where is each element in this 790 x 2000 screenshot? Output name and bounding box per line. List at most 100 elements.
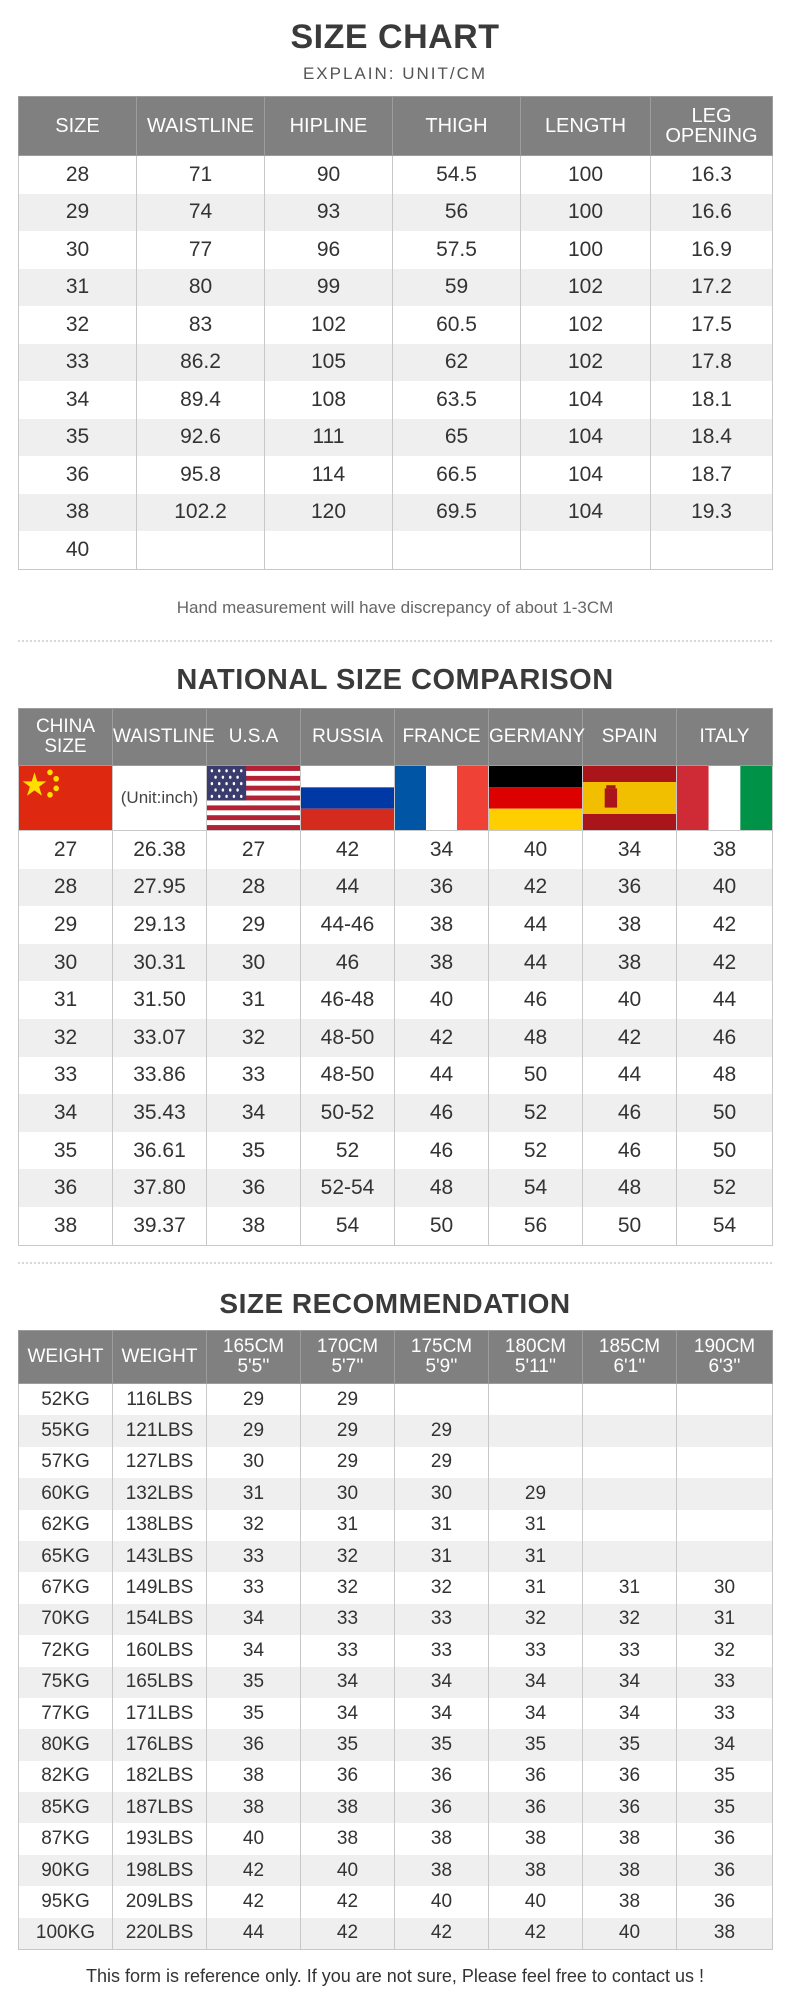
- table-row: 33 33.86 33 48-50 44 50 44 48: [18, 1056, 773, 1095]
- table-cell: 93: [264, 193, 393, 231]
- table-row: 36 95.8 114 66.5 104 18.7: [18, 456, 773, 494]
- table-cell: 40: [676, 868, 773, 907]
- table-cell: 34: [676, 1729, 773, 1761]
- table-cell: 60KG: [18, 1478, 113, 1510]
- table-cell: 27.95: [112, 868, 207, 907]
- table-cell: 35: [206, 1697, 301, 1730]
- table-cell: 30: [676, 1572, 773, 1604]
- table-cell: 30: [18, 943, 113, 982]
- table-cell: 138LBS: [112, 1509, 207, 1541]
- table-cell: 52: [676, 1169, 773, 1207]
- table-cell: 50: [582, 1206, 677, 1246]
- table-cell: 46: [394, 1131, 489, 1170]
- table-cell: 36: [488, 1760, 583, 1793]
- table-cell: 62: [392, 343, 521, 381]
- table-cell: 38: [582, 906, 677, 944]
- table-cell: 46-48: [300, 981, 395, 1019]
- spain-flag-cell: [582, 765, 677, 831]
- table-cell: 50: [394, 1206, 489, 1246]
- table-header: RUSSIA: [300, 708, 395, 766]
- table-cell: 35: [676, 1792, 773, 1824]
- table-cell: 29: [394, 1415, 489, 1447]
- table-cell: 34: [394, 1666, 489, 1698]
- table-cell: [582, 1478, 677, 1510]
- table-cell: 31: [582, 1572, 677, 1604]
- table-cell: 198LBS: [112, 1854, 207, 1887]
- table-cell: 48: [394, 1169, 489, 1207]
- table-cell: 31: [300, 1509, 395, 1541]
- table-cell: 42: [676, 943, 773, 982]
- table-cell: 34: [206, 1635, 301, 1667]
- table-cell: 33: [394, 1603, 489, 1636]
- table-cell: 57KG: [18, 1446, 113, 1479]
- flag-row: (Unit:inch): [18, 765, 773, 831]
- table-cell: [650, 531, 773, 570]
- table-cell: 32: [488, 1603, 583, 1636]
- table-cell: 38: [676, 830, 773, 869]
- header-line: WAISTLINE: [113, 726, 215, 748]
- table-row: 30 77 96 57.5 100 16.9: [18, 231, 773, 269]
- table-cell: 100KG: [18, 1917, 113, 1951]
- table-cell: 209LBS: [112, 1886, 207, 1918]
- size-chart-header: THIGH: [392, 96, 521, 156]
- table-cell: 36: [676, 1823, 773, 1855]
- table-cell: 62KG: [18, 1509, 113, 1541]
- table-cell: 31.50: [112, 981, 207, 1019]
- table-cell: 38: [582, 1886, 677, 1918]
- table-cell: [676, 1415, 773, 1447]
- recommendation-header-row: WEIGHT WEIGHT 165CM 5'5'' 170CM 5'7'' 175CM 5'9…: [18, 1330, 773, 1384]
- table-cell: 36: [394, 1792, 489, 1824]
- germany-flag-icon: [489, 766, 582, 830]
- table-cell: 32: [394, 1572, 489, 1604]
- table-cell: 143LBS: [112, 1540, 207, 1573]
- table-cell: 36: [394, 868, 489, 907]
- unit-label: (Unit:inch): [112, 765, 207, 831]
- table-cell: 44-46: [300, 906, 395, 944]
- table-cell: 33: [206, 1572, 301, 1604]
- table-cell: 34: [18, 381, 137, 419]
- table-row: 52KG 116LBS 29 29: [18, 1383, 773, 1416]
- size-chart-header-row: SIZE WAISTLINE HIPLINE THIGH LENGTH LEG …: [18, 96, 773, 156]
- table-cell: [582, 1540, 677, 1573]
- table-cell: 29: [18, 193, 137, 231]
- france-flag-cell: [394, 765, 489, 831]
- table-cell: 33: [206, 1540, 301, 1573]
- header-line: RUSSIA: [312, 726, 383, 748]
- table-cell: 40: [582, 981, 677, 1019]
- table-cell: 46: [582, 1094, 677, 1132]
- header-line: SPAIN: [601, 726, 658, 748]
- table-cell: 104: [520, 418, 651, 456]
- header-subline: 5'11'': [514, 1356, 557, 1377]
- table-cell: 28: [18, 155, 137, 194]
- table-header: 190CM 6'3'': [676, 1330, 773, 1384]
- table-header: WAISTLINE: [112, 708, 215, 766]
- table-cell: 17.5: [650, 306, 773, 344]
- table-cell: 83: [136, 306, 265, 344]
- table-header: 170CM 5'7'': [300, 1330, 395, 1384]
- table-cell: 33: [300, 1603, 395, 1636]
- header-line: 190CM: [693, 1336, 756, 1358]
- table-cell: 29: [206, 906, 301, 944]
- table-cell: 33: [18, 343, 137, 381]
- table-row: 28 27.95 28 44 36 42 36 40: [18, 868, 773, 907]
- table-cell: 16.3: [650, 155, 773, 194]
- header-subline: 5'5'': [237, 1356, 270, 1377]
- table-cell: 32: [582, 1603, 677, 1636]
- table-row: 65KG 143LBS 33 32 31 31: [18, 1540, 773, 1573]
- table-cell: 48: [676, 1056, 773, 1095]
- table-cell: 38: [206, 1206, 301, 1246]
- table-row: 90KG 198LBS 42 40 38 38 38 36: [18, 1854, 773, 1887]
- table-cell: 31: [488, 1540, 583, 1573]
- table-cell: 40: [488, 830, 583, 869]
- header-line: CHINA: [35, 716, 96, 738]
- table-cell: 34: [488, 1697, 583, 1730]
- table-row: 57KG 127LBS 30 29 29: [18, 1446, 773, 1479]
- table-cell: 96: [264, 231, 393, 269]
- table-cell: 38: [676, 1917, 773, 1951]
- table-cell: 18.4: [650, 418, 773, 456]
- header-line: GERMANY: [489, 726, 586, 748]
- table-cell: 40: [206, 1823, 301, 1855]
- table-row: 31 31.50 31 46-48 40 46 40 44: [18, 981, 773, 1019]
- table-cell: 29: [300, 1446, 395, 1479]
- table-cell: 34: [206, 1603, 301, 1636]
